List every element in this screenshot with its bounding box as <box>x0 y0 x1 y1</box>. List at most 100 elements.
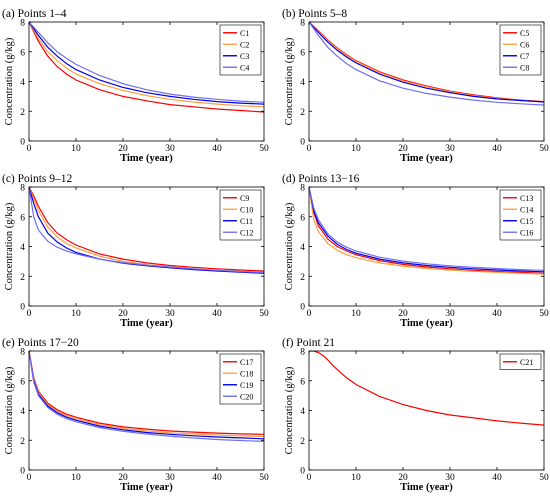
series-line-c16 <box>309 187 544 271</box>
y-tick-label: 0 <box>20 138 25 148</box>
chart-panel-2: 0 10 20 30 40 50 0 2 4 6 8(b) Points 5–8 Time (year… <box>282 8 549 164</box>
series-line-c9 <box>29 187 264 272</box>
x-tick-label: 0 <box>27 309 32 319</box>
y-tick-label: 8 <box>300 19 305 29</box>
series-line-c2 <box>29 22 264 108</box>
x-tick-label: 50 <box>259 144 269 154</box>
legend-label: C20 <box>240 392 253 401</box>
chart-panel-5: 0 10 20 30 40 50 0 2 4 6 8(e) Points 17−20 Time (ye… <box>2 337 269 493</box>
x-axis-label: Time (year) <box>120 482 173 493</box>
series-line-c4 <box>29 22 264 103</box>
legend-label: C5 <box>520 29 529 38</box>
panel-title: (a) Points 1–4 <box>2 8 67 20</box>
legend-label: C6 <box>520 40 529 49</box>
x-tick-label: 30 <box>445 309 455 319</box>
x-tick-label: 30 <box>165 309 175 319</box>
chart-panel-4: 0 10 20 30 40 50 0 2 4 6 8(d) Points 13−16 Time (ye… <box>282 173 549 329</box>
x-tick-label: 30 <box>445 473 455 483</box>
y-tick-label: 0 <box>20 467 25 477</box>
x-tick-label: 0 <box>307 473 312 483</box>
x-tick-label: 0 <box>27 473 32 483</box>
x-tick-label: 40 <box>212 473 222 483</box>
panel-title: (d) Points 13−16 <box>282 173 360 185</box>
panel-title: (b) Points 5–8 <box>282 8 347 20</box>
legend-label: C11 <box>240 217 253 226</box>
y-tick-label: 4 <box>20 243 25 253</box>
x-tick-label: 0 <box>307 309 312 319</box>
legend: C5 C6 C7 C8 <box>499 24 542 76</box>
x-tick-label: 40 <box>212 144 222 154</box>
y-tick-label: 2 <box>300 437 305 447</box>
x-tick-label: 30 <box>165 473 175 483</box>
y-tick-label: 0 <box>20 303 25 313</box>
y-axis-label: Concentration (g/kg) <box>284 202 295 290</box>
x-tick-label: 20 <box>118 144 128 154</box>
series-line-c3 <box>29 22 264 105</box>
legend-label: C13 <box>520 194 533 203</box>
y-tick-label: 8 <box>300 184 305 194</box>
x-axis-label: Time (year) <box>400 153 453 164</box>
x-tick-label: 50 <box>539 473 549 483</box>
x-tick-label: 50 <box>539 144 549 154</box>
x-axis-label: Time (year) <box>400 318 453 329</box>
y-tick-label: 8 <box>20 19 25 29</box>
x-tick-label: 10 <box>71 473 81 483</box>
legend-box <box>499 353 542 370</box>
legend: C13 C14 C15 C16 <box>499 189 542 241</box>
x-axis-label: Time (year) <box>120 153 173 164</box>
y-tick-label: 0 <box>300 303 305 313</box>
x-tick-label: 10 <box>71 309 81 319</box>
legend-label: C12 <box>240 228 253 237</box>
y-tick-label: 4 <box>20 407 25 417</box>
x-tick-label: 20 <box>398 144 408 154</box>
y-tick-label: 0 <box>300 138 305 148</box>
y-axis-label: Concentration (g/kg) <box>284 366 295 454</box>
legend: C21 <box>499 353 542 370</box>
y-tick-label: 2 <box>20 273 25 283</box>
x-tick-label: 30 <box>165 144 175 154</box>
panel-title: (c) Points 9–12 <box>2 173 73 185</box>
series-line-c17 <box>29 351 264 435</box>
y-tick-label: 0 <box>300 467 305 477</box>
legend-label: C18 <box>240 369 253 378</box>
legend: C9 C10 C11 C12 <box>219 189 262 241</box>
series-line-c8 <box>309 22 544 106</box>
legend-label: C19 <box>240 381 253 390</box>
series-line-c6 <box>309 22 544 103</box>
y-tick-label: 4 <box>300 243 305 253</box>
series-line-c19 <box>29 351 264 440</box>
x-tick-label: 20 <box>398 473 408 483</box>
series-line-c14 <box>309 187 544 275</box>
legend-label: C8 <box>520 63 529 72</box>
legend-label: C1 <box>240 29 249 38</box>
legend-label: C21 <box>520 358 533 367</box>
series-line-c18 <box>29 351 264 438</box>
y-tick-label: 6 <box>20 377 25 387</box>
x-tick-label: 0 <box>27 144 32 154</box>
chart-panel-3: 0 10 20 30 40 50 0 2 4 6 8(c) Points 9–12 Time (yea… <box>2 173 269 329</box>
x-tick-label: 50 <box>259 473 269 483</box>
legend: C17 C18 C19 C20 <box>219 353 262 405</box>
series-line-c21 <box>309 351 544 426</box>
x-tick-label: 20 <box>118 309 128 319</box>
legend-label: C9 <box>240 194 249 203</box>
series-line-c15 <box>309 187 544 273</box>
legend-label: C2 <box>240 40 249 49</box>
x-axis-label: Time (year) <box>120 318 173 329</box>
legend-label: C7 <box>520 52 529 61</box>
chart-panel-1: 0 10 20 30 40 50 0 2 4 6 8(a) Points 1–4 Time (year… <box>2 8 269 164</box>
y-axis-label: Concentration (g/kg) <box>4 366 15 454</box>
legend-label: C15 <box>520 217 533 226</box>
series-line-c20 <box>29 351 264 442</box>
y-tick-label: 4 <box>300 78 305 88</box>
x-tick-label: 10 <box>351 144 361 154</box>
y-axis-label: Concentration (g/kg) <box>284 37 295 125</box>
x-tick-label: 0 <box>307 144 312 154</box>
y-axis-label: Concentration (g/kg) <box>4 37 15 125</box>
panel-title: (f) Point 21 <box>282 337 335 349</box>
y-tick-label: 6 <box>20 48 25 58</box>
x-tick-label: 40 <box>492 309 502 319</box>
y-tick-label: 6 <box>300 48 305 58</box>
y-tick-label: 8 <box>300 348 305 358</box>
legend: C1 C2 C3 C4 <box>219 24 262 76</box>
